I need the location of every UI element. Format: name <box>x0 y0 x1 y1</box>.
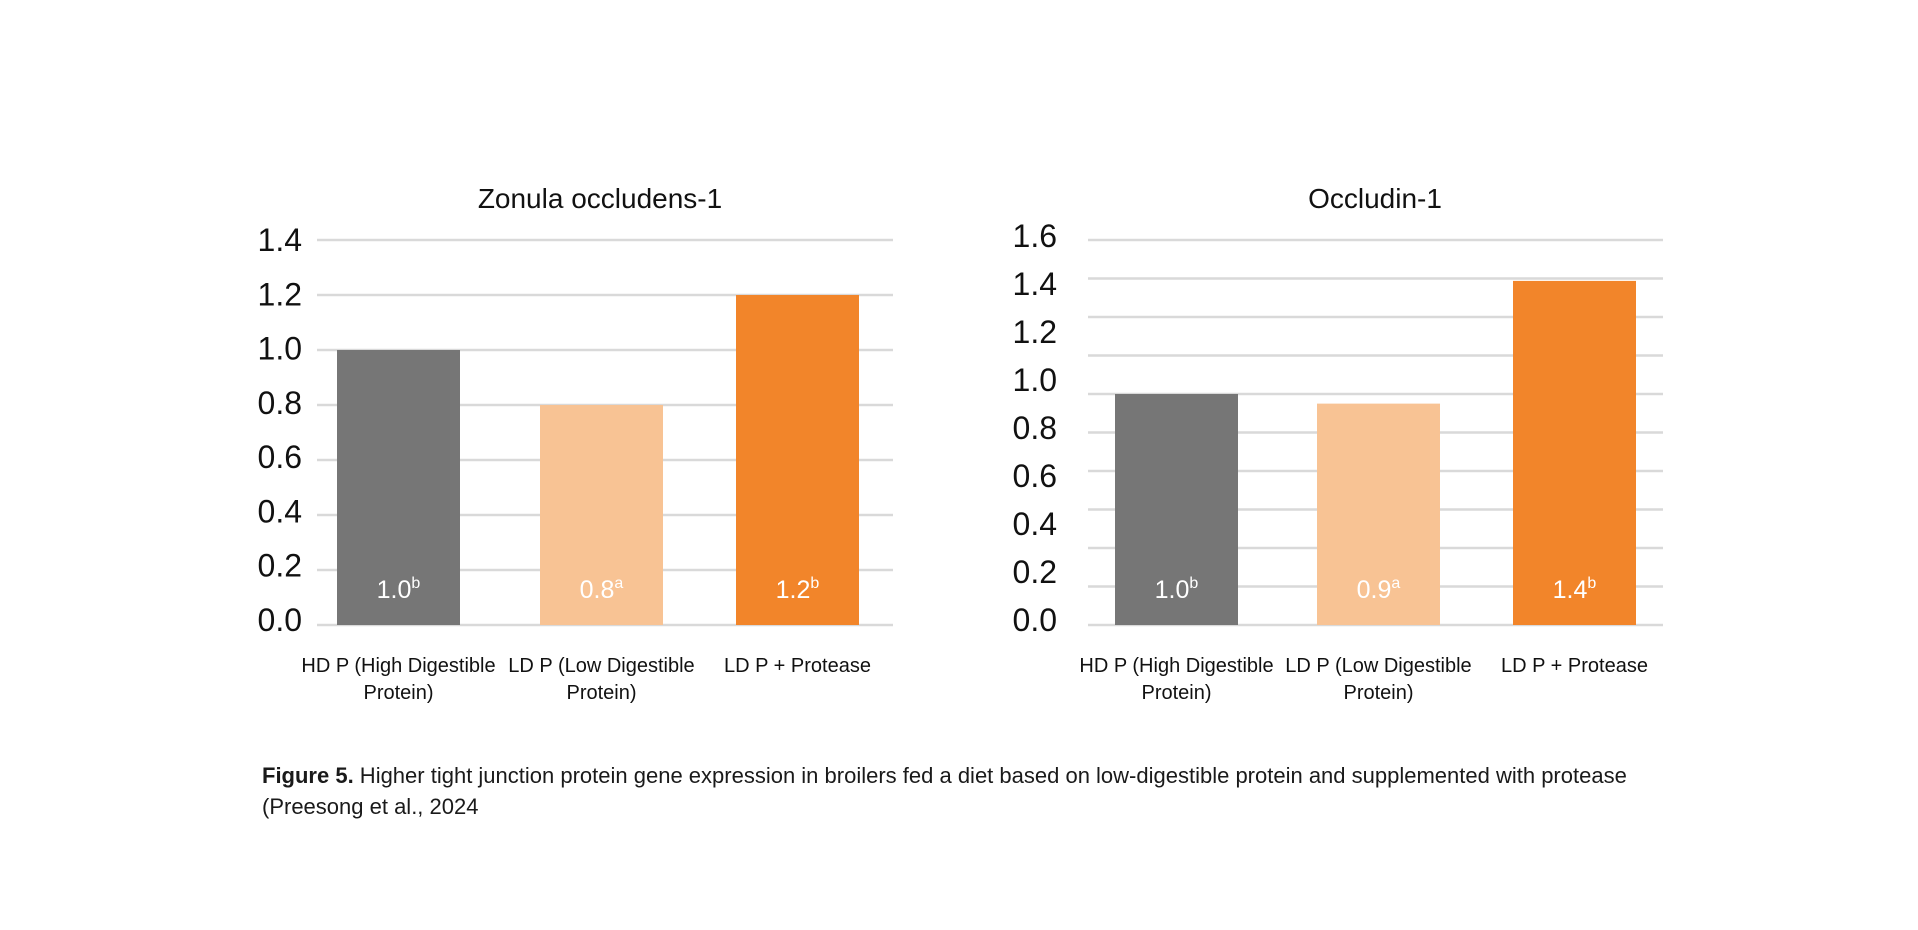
y-tick-label: 0.8 <box>258 385 302 421</box>
x-tick-label: Protein) <box>566 682 636 704</box>
x-tick-label: LD P + Protease <box>724 655 871 677</box>
data-label: 1.4b <box>1553 575 1597 604</box>
x-tick-label: Protein) <box>363 682 433 704</box>
chart-title: Occludin-1 <box>1308 183 1442 214</box>
bar <box>1317 403 1440 625</box>
y-tick-label: 1.4 <box>1013 266 1057 302</box>
chart-title: Zonula occludens-1 <box>478 183 722 214</box>
y-tick-label: 1.2 <box>258 276 302 312</box>
x-tick-label: Protein) <box>1141 682 1211 704</box>
data-label-value: 1.4 <box>1553 576 1588 604</box>
data-label: 1.0b <box>1155 575 1199 604</box>
data-label-value: 1.0 <box>1155 576 1190 604</box>
data-label-superscript: b <box>810 575 819 592</box>
x-tick-label: Protein) <box>1343 682 1413 704</box>
y-tick-label: 0.4 <box>1013 506 1057 542</box>
y-tick-label: 0.6 <box>1013 458 1057 494</box>
chart-1: Zonula occludens-10.00.20.40.60.81.01.21… <box>258 183 893 704</box>
y-tick-label: 1.0 <box>258 331 302 367</box>
x-tick-label: LD P (Low Digestible <box>1285 655 1471 677</box>
x-tick-label: HD P (High Digestible <box>301 655 495 677</box>
data-label-superscript: b <box>1189 575 1198 592</box>
x-tick-label: LD P + Protease <box>1501 655 1648 677</box>
caption-text: Higher tight junction protein gene expre… <box>262 763 1627 819</box>
data-label-value: 0.8 <box>580 576 615 604</box>
x-tick-label: LD P (Low Digestible <box>508 655 694 677</box>
y-tick-label: 0.2 <box>258 548 302 584</box>
data-label-value: 1.0 <box>377 576 412 604</box>
bar <box>1115 394 1238 625</box>
y-tick-label: 1.2 <box>1013 314 1057 350</box>
bar <box>540 405 663 625</box>
chart-2: Occludin-1 0.0 0.2 0.4 0.6 0.8 1.0 1.2 1.4 1.6 1.0… <box>1013 183 1663 704</box>
y-tick-label: 0.8 <box>1013 410 1057 446</box>
data-label-superscript: a <box>1391 575 1400 592</box>
data-label-superscript: a <box>614 575 623 592</box>
data-label-value: 0.9 <box>1357 576 1392 604</box>
data-label: 1.2b <box>776 575 820 604</box>
bar <box>1513 280 1636 625</box>
figure-caption: Figure 5. Higher tight junction protein … <box>262 760 1662 822</box>
data-label: 0.9a <box>1357 575 1401 604</box>
data-label-superscript: b <box>411 575 420 592</box>
y-tick-label: 1.4 <box>258 222 302 258</box>
bar <box>337 350 460 625</box>
y-tick-label: 1.6 <box>1013 218 1057 254</box>
y-tick-label: 0.0 <box>1013 602 1057 638</box>
y-tick-label: 0.2 <box>1013 554 1057 590</box>
data-label-superscript: b <box>1587 575 1596 592</box>
y-tick-label: 1.0 <box>1013 362 1057 398</box>
y-tick-label: 0.6 <box>258 439 302 475</box>
y-tick-label: 0.4 <box>258 493 302 529</box>
y-tick-label: 0.0 <box>258 602 302 638</box>
bar <box>736 295 859 625</box>
data-label-value: 1.2 <box>776 576 811 604</box>
caption-label: Figure 5. <box>262 763 354 788</box>
x-tick-label: HD P (High Digestible <box>1079 655 1273 677</box>
data-label: 1.0b <box>377 575 421 604</box>
data-label: 0.8a <box>580 575 624 604</box>
